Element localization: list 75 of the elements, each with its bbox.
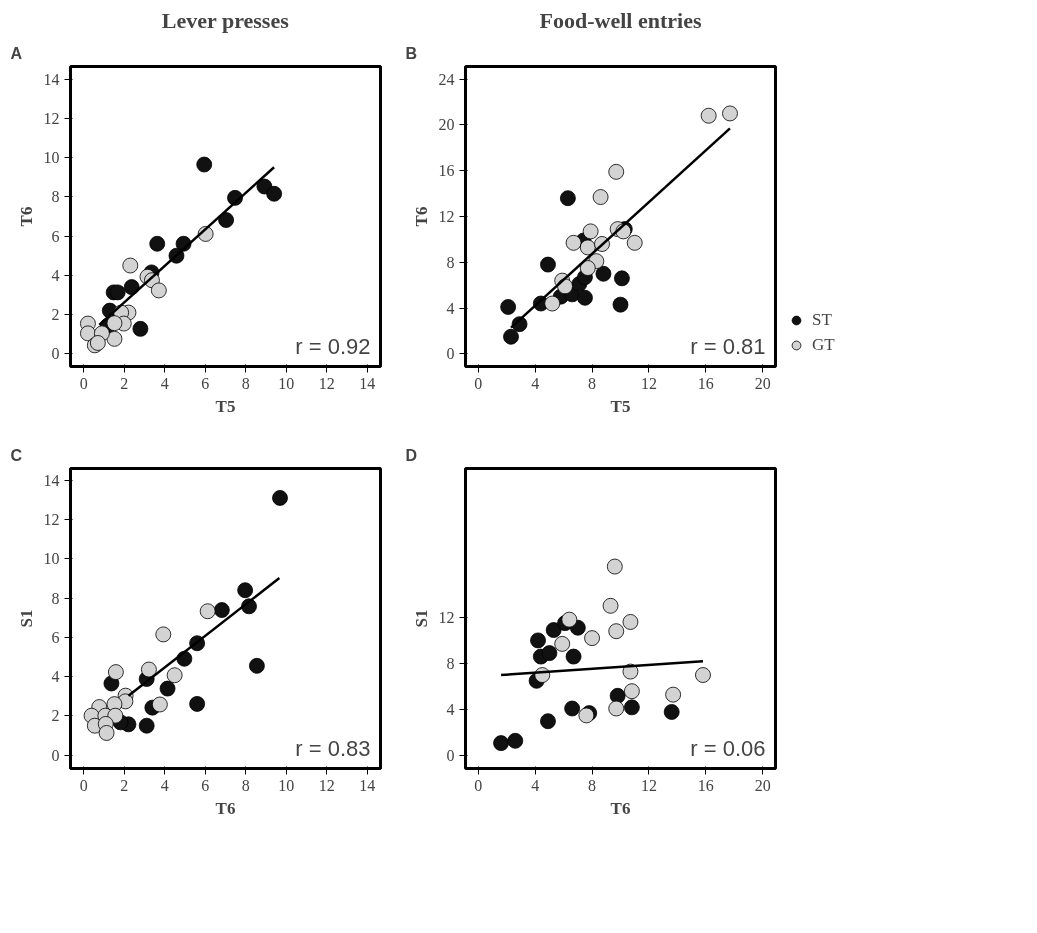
- x-tick-label: 10: [278, 776, 295, 794]
- y-tick-label: 4: [446, 701, 455, 719]
- y-tick-label: 8: [51, 188, 60, 206]
- annotation: r = 0.83: [295, 735, 371, 761]
- x-tick-label: 20: [754, 374, 771, 392]
- chart-title: Lever presses: [161, 7, 290, 33]
- y-axis-title: T6: [16, 206, 36, 227]
- legend-label: ST: [812, 310, 832, 330]
- legend-label: GT: [812, 335, 835, 355]
- chart-title: Food-well entries: [539, 7, 702, 33]
- x-tick-label: 16: [697, 374, 714, 392]
- y-tick-label: 12: [43, 109, 60, 127]
- x-tick-label: 2: [120, 374, 129, 392]
- x-tick-label: 4: [160, 776, 169, 794]
- y-tick-label: 0: [446, 747, 455, 765]
- x-tick-label: 0: [474, 776, 483, 794]
- y-tick-label: 8: [446, 655, 455, 672]
- x-axis-title: T5: [610, 396, 631, 416]
- y-tick-label: 12: [438, 208, 455, 225]
- x-tick-label: 2: [120, 776, 129, 794]
- y-tick-label: 20: [438, 116, 455, 134]
- y-tick-label: 4: [51, 668, 60, 686]
- y-tick-label: 2: [51, 306, 60, 324]
- y-tick-label: 24: [438, 70, 455, 88]
- y-tick-label: 12: [438, 608, 455, 626]
- x-axis-title: T6: [215, 798, 236, 818]
- x-axis-title: T5: [215, 396, 236, 416]
- text: B: [405, 44, 418, 62]
- x-tick-label: 4: [531, 776, 540, 794]
- x-tick-label: 6: [201, 374, 210, 392]
- y-tick-label: 4: [446, 299, 455, 317]
- x-tick-label: 20: [754, 776, 771, 794]
- x-tick-label: 8: [588, 776, 597, 794]
- y-axis-title: S1: [16, 609, 36, 628]
- y-tick-label: 12: [43, 511, 60, 529]
- x-tick-label: 4: [160, 374, 169, 392]
- x-tick-label: 12: [640, 374, 657, 392]
- y-tick-label: 2: [51, 707, 60, 725]
- x-tick-label: 14: [359, 776, 376, 794]
- x-tick-label: 8: [241, 374, 250, 392]
- text: A: [10, 44, 23, 62]
- x-tick-label: 4: [531, 374, 540, 392]
- y-tick-label: 4: [51, 266, 60, 284]
- text: D: [405, 446, 418, 464]
- x-tick-label: 8: [588, 374, 597, 392]
- x-tick-label: 6: [201, 776, 210, 794]
- y-tick-label: 14: [43, 70, 60, 88]
- x-tick-label: 16: [697, 776, 714, 794]
- annotation: r = 0.81: [690, 333, 766, 359]
- x-tick-label: 0: [79, 374, 88, 392]
- y-tick-label: 6: [51, 227, 60, 245]
- y-tick-label: 14: [43, 471, 60, 489]
- y-tick-label: 8: [446, 253, 455, 271]
- x-tick-label: 12: [640, 776, 657, 794]
- y-tick-label: 0: [51, 345, 60, 363]
- x-tick-label: 0: [79, 776, 88, 794]
- y-tick-label: 10: [43, 550, 60, 568]
- y-tick-label: 10: [43, 149, 60, 167]
- y-tick-label: 8: [51, 589, 60, 607]
- x-tick-label: 12: [318, 776, 335, 794]
- x-tick-label: 8: [241, 776, 250, 794]
- y-axis-title: T6: [411, 206, 431, 227]
- y-tick-label: 0: [446, 345, 455, 363]
- annotation: r = 0.06: [690, 735, 766, 761]
- y-tick-label: 6: [51, 628, 60, 646]
- y-tick-label: 0: [51, 746, 60, 764]
- y-axis-title: S1: [411, 609, 431, 628]
- y-tick-label: 16: [438, 162, 455, 180]
- text: C: [10, 446, 23, 464]
- x-tick-label: 12: [318, 374, 335, 392]
- x-tick-label: 14: [359, 374, 376, 392]
- x-tick-label: 10: [278, 374, 295, 392]
- annotation: r = 0.92: [295, 333, 371, 359]
- x-tick-label: 0: [474, 374, 483, 392]
- x-axis-title: T6: [610, 798, 631, 818]
